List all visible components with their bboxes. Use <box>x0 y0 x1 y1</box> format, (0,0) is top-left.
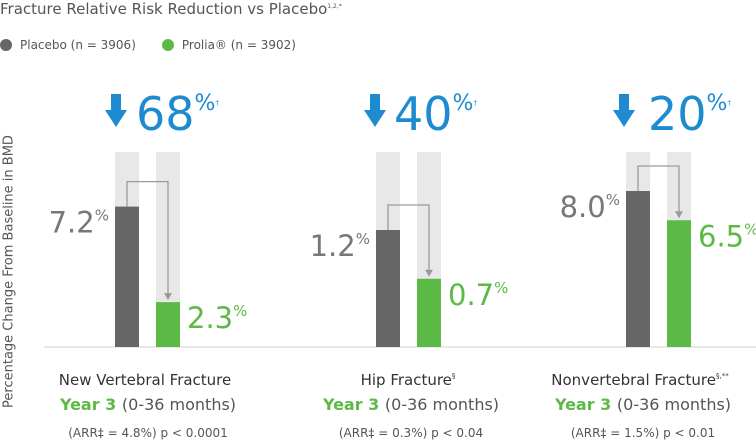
down-arrow-icon <box>105 94 127 127</box>
down-arrow-icon <box>364 94 386 127</box>
period-label: Year 3 <box>554 395 617 414</box>
prolia-value-label: 6.5% <box>698 219 756 253</box>
period-text: Year 3 (0-36 months) <box>554 395 731 414</box>
relative-risk-reduction: 20%† <box>648 87 731 141</box>
prolia-bar <box>156 302 180 347</box>
placebo-bar <box>115 207 139 347</box>
period-range: (0-36 months) <box>617 395 731 414</box>
prolia-value-label: 0.7% <box>448 278 508 312</box>
placebo-value-label: 1.2% <box>310 229 370 263</box>
down-arrow-icon <box>613 94 635 127</box>
prolia-value-label: 2.3% <box>187 301 247 335</box>
group-name: Nonvertebral Fracture§,** <box>551 371 729 389</box>
placebo-bar <box>626 191 650 347</box>
period-range: (0-36 months) <box>122 395 236 414</box>
stats-text: (ARR‡ = 0.3%) p < 0.04 <box>339 426 483 440</box>
group-name: New Vertebral Fracture <box>59 371 232 389</box>
period-text: Year 3 (0-36 months) <box>322 395 499 414</box>
period-label: Year 3 <box>59 395 122 414</box>
group-name: Hip Fracture§ <box>361 371 456 389</box>
placebo-value-label: 7.2% <box>49 206 109 240</box>
relative-risk-reduction: 68%† <box>136 87 219 141</box>
prolia-bar <box>417 279 441 347</box>
placebo-bar <box>376 230 400 347</box>
prolia-bar <box>667 220 691 347</box>
relative-risk-reduction: 40%† <box>394 87 477 141</box>
period-label: Year 3 <box>322 395 385 414</box>
stats-text: (ARR‡ = 4.8%) p < 0.0001 <box>68 426 228 440</box>
period-range: (0-36 months) <box>385 395 499 414</box>
period-text: Year 3 (0-36 months) <box>59 395 236 414</box>
placebo-value-label: 8.0% <box>560 190 620 224</box>
stats-text: (ARR‡ = 1.5%) p < 0.01 <box>571 426 715 440</box>
